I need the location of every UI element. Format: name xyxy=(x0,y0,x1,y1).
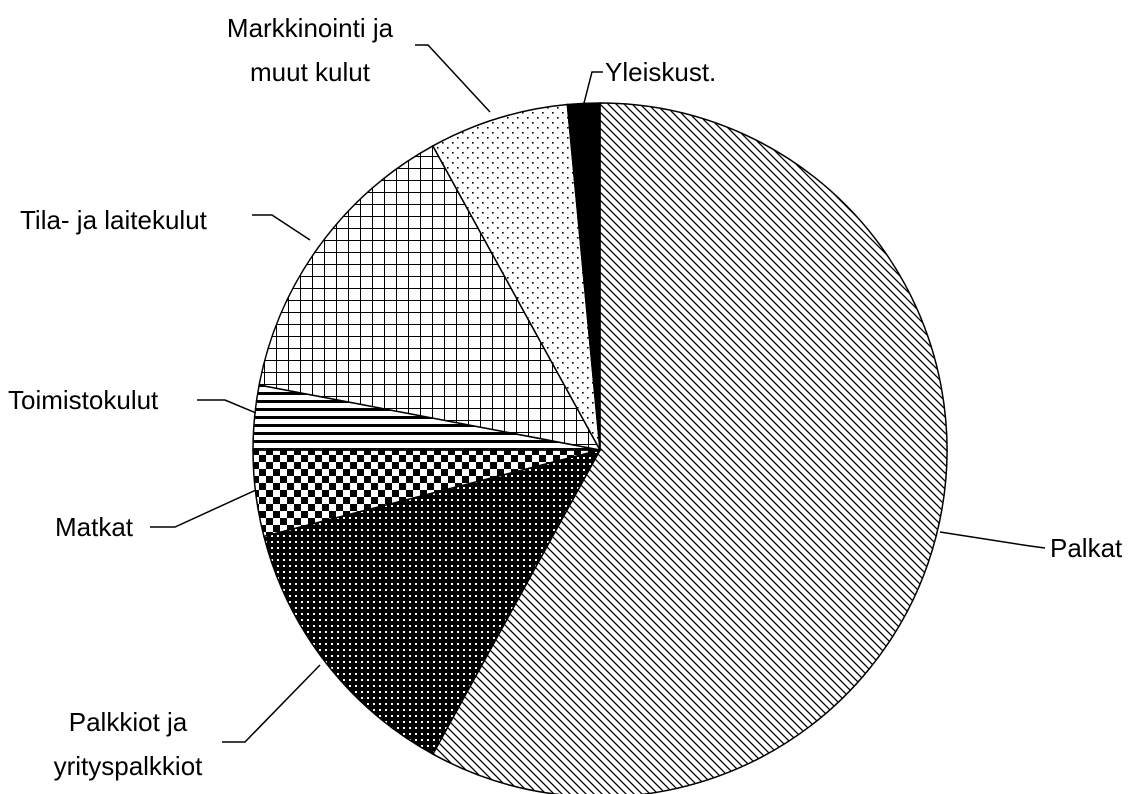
pie-slice xyxy=(431,103,601,451)
slice-label: Palkat xyxy=(1050,533,1123,563)
pie-slice xyxy=(566,102,601,451)
leader-line xyxy=(939,531,1046,549)
pie-slice xyxy=(431,102,948,794)
slice-label: Palkkiot ja yrityspalkkiot xyxy=(53,707,203,781)
leader-line xyxy=(583,71,603,104)
leader-line xyxy=(415,44,491,113)
leader-line xyxy=(197,399,257,414)
leader-line xyxy=(252,214,311,241)
leader-line xyxy=(222,664,321,743)
slice-label: Tila- ja laitekulut xyxy=(20,205,207,235)
pie-slice xyxy=(262,448,602,756)
slice-label: Markkinointi ja muut kulut xyxy=(226,13,394,87)
slice-label: Yleiskust. xyxy=(605,57,717,87)
slice-label: Matkat xyxy=(55,512,134,542)
pie-slice xyxy=(258,144,602,452)
leader-line xyxy=(150,489,257,528)
slice-label: Toimistokulut xyxy=(8,385,159,415)
